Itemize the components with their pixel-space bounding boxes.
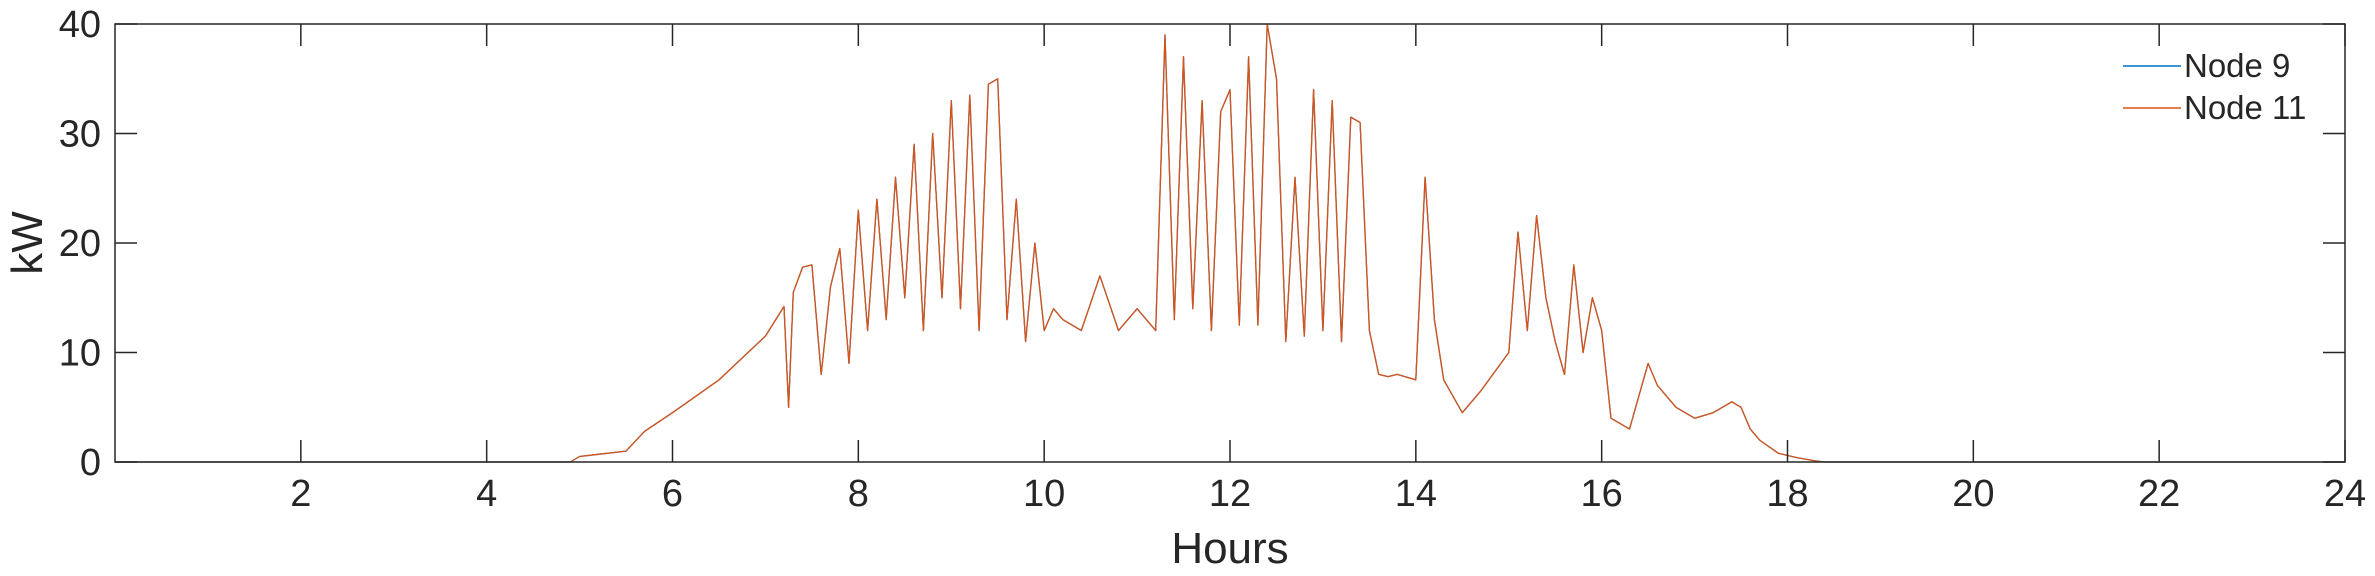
x-axis-label: Hours [1171,524,1288,573]
y-tick-label: 0 [80,442,101,484]
series-line-node-11 [115,23,2345,463]
legend-label-node-9: Node 9 [2184,47,2290,84]
x-tick-label: 24 [2324,473,2366,515]
y-axis-label: kW [3,211,52,275]
x-tick-label: 2 [290,473,311,515]
x-tick-label: 14 [1395,473,1437,515]
x-axis-ticks: 2 4 6 8 10 12 14 16 18 20 22 24 [290,24,2366,515]
series-layer [115,23,2345,463]
x-tick-label: 16 [1581,473,1623,515]
legend-label-node-11: Node 11 [2184,89,2306,126]
x-tick-label: 4 [476,473,497,515]
x-tick-label: 10 [1023,473,1065,515]
y-tick-label: 30 [59,114,101,156]
x-tick-label: 12 [1209,473,1251,515]
x-tick-label: 18 [1766,473,1808,515]
y-tick-label: 40 [59,4,101,46]
x-tick-label: 20 [1952,473,1994,515]
x-tick-label: 8 [848,473,869,515]
legend: Node 9 Node 11 [2123,47,2306,126]
y-tick-label: 20 [59,223,101,265]
x-tick-label: 6 [662,473,683,515]
y-axis-ticks: 0 10 20 30 40 [59,4,2345,484]
x-tick-label: 22 [2138,473,2180,515]
y-tick-label: 10 [59,333,101,375]
